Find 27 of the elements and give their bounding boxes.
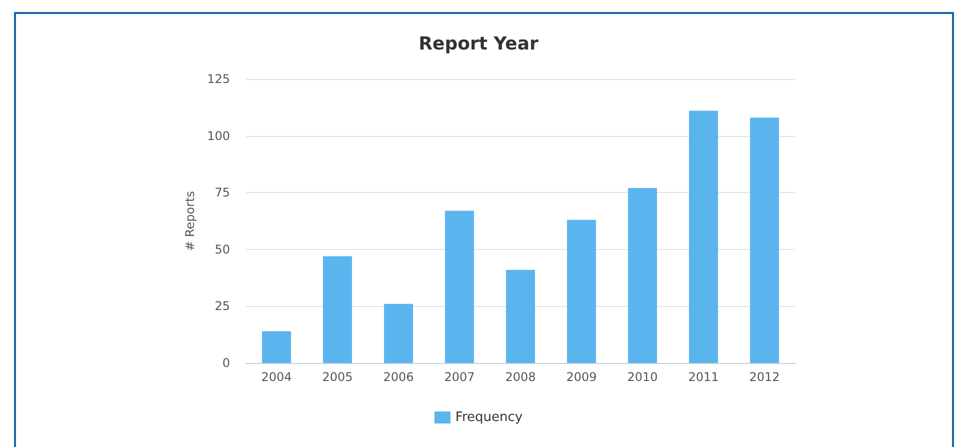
x-tick-label: 2005 [322, 370, 353, 384]
bar [628, 188, 657, 363]
bar [506, 270, 535, 363]
legend-label: Frequency [455, 410, 523, 425]
y-tick-label: 25 [214, 299, 230, 314]
bar [384, 304, 413, 363]
y-tick-label: 75 [214, 186, 230, 200]
x-tick-label: 2011 [688, 370, 719, 384]
x-tick-label: 2008 [505, 370, 536, 384]
x-tick-label: 2007 [444, 370, 475, 384]
y-tick-label: 0 [222, 356, 230, 370]
bar [689, 110, 718, 363]
chart-title: Report Year [418, 34, 538, 54]
bar [323, 256, 352, 363]
bar [567, 220, 596, 363]
y-axis-title: # Reports [183, 191, 198, 251]
x-tick-label: 2006 [383, 370, 414, 384]
bar [750, 118, 779, 363]
x-tick-label: 2004 [261, 370, 292, 384]
bar [262, 331, 291, 363]
y-tick-label: 125 [207, 72, 230, 86]
x-tick-label: 2010 [627, 370, 658, 384]
x-tick-label: 2012 [749, 370, 780, 384]
bar [445, 210, 474, 363]
y-tick-label: 50 [214, 242, 230, 256]
y-tick-label: 100 [207, 128, 230, 143]
x-tick-label: 2009 [566, 370, 597, 384]
